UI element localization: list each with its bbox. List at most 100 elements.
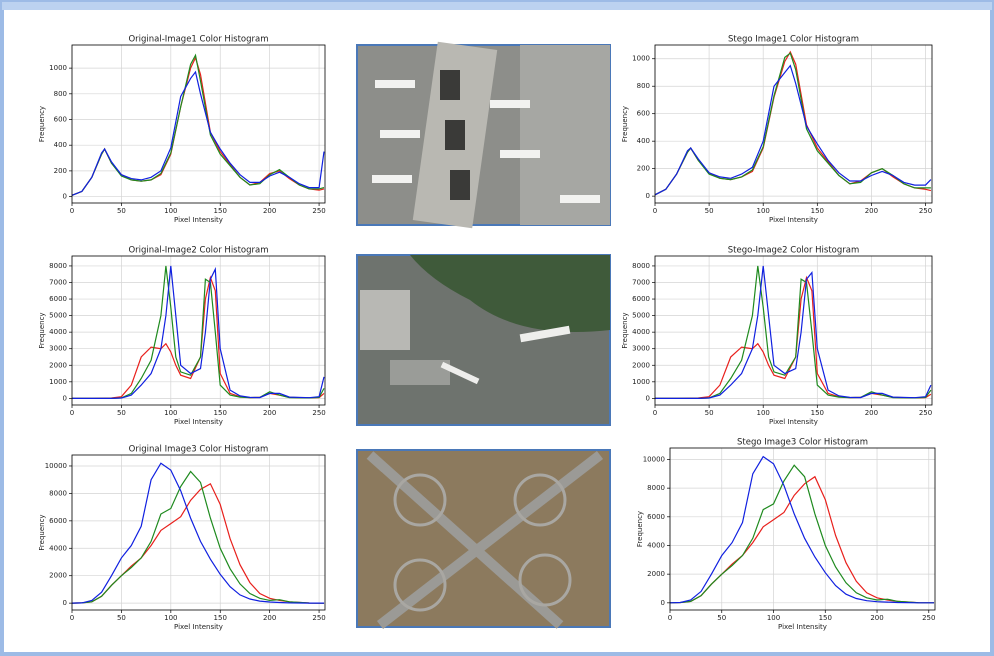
y-tick-label: 10000: [643, 455, 665, 463]
y-tick-label: 800: [54, 90, 67, 98]
y-tick-label: 4000: [49, 544, 67, 552]
y-tick-label: 5000: [49, 312, 67, 320]
x-tick-label: 250: [312, 207, 325, 215]
x-tick-label: 200: [865, 207, 878, 215]
page: {"chart_data": [ {"type": "line", "title…: [0, 0, 994, 656]
x-tick-label: 200: [263, 207, 276, 215]
y-tick-label: 7000: [49, 278, 67, 286]
y-tick-label: 10000: [45, 462, 67, 470]
y-tick-label: 800: [637, 82, 650, 90]
y-tick-label: 1000: [49, 64, 67, 72]
x-tick-label: 50: [717, 614, 726, 622]
x-tick-label: 100: [164, 409, 177, 417]
y-tick-label: 3000: [632, 345, 650, 353]
chart-title: Stego Image3 Color Histogram: [737, 438, 868, 448]
y-axis-label: Frequency: [38, 106, 46, 142]
y-tick-label: 6000: [49, 295, 67, 303]
y-tick-label: 8000: [647, 484, 665, 492]
x-axis-label: Pixel Intensity: [174, 216, 223, 224]
y-axis-label: Frequency: [621, 312, 629, 348]
y-axis-label: Frequency: [621, 106, 629, 142]
x-tick-label: 50: [117, 207, 126, 215]
y-tick-label: 2000: [49, 361, 67, 369]
x-tick-label: 200: [865, 409, 878, 417]
x-tick-label: 250: [312, 614, 325, 622]
x-tick-label: 150: [811, 207, 824, 215]
y-tick-label: 2000: [647, 570, 665, 578]
x-tick-label: 150: [819, 614, 832, 622]
y-tick-label: 8000: [632, 262, 650, 270]
y-tick-label: 600: [637, 110, 650, 118]
x-tick-label: 0: [70, 614, 74, 622]
photo-airfield: [357, 255, 610, 425]
x-tick-label: 200: [870, 614, 883, 622]
x-tick-label: 250: [312, 409, 325, 417]
x-axis-label: Pixel Intensity: [174, 623, 223, 631]
x-tick-label: 200: [263, 409, 276, 417]
y-axis-label: Frequency: [38, 312, 46, 348]
y-tick-label: 0: [646, 394, 650, 402]
y-tick-label: 1000: [632, 378, 650, 386]
chart-title: Original-Image1 Color Histogram: [128, 35, 268, 45]
x-tick-label: 150: [214, 614, 227, 622]
x-tick-label: 100: [757, 207, 770, 215]
chart-title: Stego-Image2 Color Histogram: [728, 246, 860, 256]
y-axis-label: Frequency: [38, 514, 46, 550]
x-tick-label: 100: [767, 614, 780, 622]
photo-interchange: [357, 450, 610, 627]
y-tick-label: 0: [63, 599, 67, 607]
y-tick-label: 6000: [49, 517, 67, 525]
y-tick-label: 2000: [49, 572, 67, 580]
x-tick-label: 0: [70, 207, 74, 215]
y-tick-label: 1000: [632, 55, 650, 63]
x-tick-label: 50: [705, 207, 714, 215]
x-tick-label: 150: [811, 409, 824, 417]
x-tick-label: 50: [705, 409, 714, 417]
chart-title: Stego Image1 Color Histogram: [728, 35, 859, 45]
y-tick-label: 0: [63, 193, 67, 201]
x-tick-label: 150: [214, 207, 227, 215]
x-tick-label: 250: [919, 207, 932, 215]
y-tick-label: 8000: [49, 489, 67, 497]
x-tick-label: 250: [922, 614, 935, 622]
y-tick-label: 4000: [49, 328, 67, 336]
photo-airport: [357, 42, 610, 229]
y-tick-label: 0: [63, 394, 67, 402]
y-tick-label: 600: [54, 116, 67, 124]
y-tick-label: 200: [54, 167, 67, 175]
x-tick-label: 250: [919, 409, 932, 417]
x-tick-label: 100: [164, 614, 177, 622]
x-tick-label: 150: [214, 409, 227, 417]
x-axis-label: Pixel Intensity: [769, 216, 818, 224]
x-tick-label: 200: [263, 614, 276, 622]
x-tick-label: 50: [117, 614, 126, 622]
y-tick-label: 8000: [49, 262, 67, 270]
y-tick-label: 7000: [632, 278, 650, 286]
chart-title: Original Image3 Color Histogram: [129, 445, 269, 455]
y-tick-label: 6000: [632, 295, 650, 303]
y-tick-label: 0: [661, 599, 665, 607]
y-tick-label: 1000: [49, 378, 67, 386]
y-tick-label: 4000: [647, 541, 665, 549]
y-tick-label: 200: [637, 165, 650, 173]
x-tick-label: 50: [117, 409, 126, 417]
y-tick-label: 5000: [632, 312, 650, 320]
y-tick-label: 4000: [632, 328, 650, 336]
x-axis-label: Pixel Intensity: [778, 623, 827, 631]
x-tick-label: 100: [757, 409, 770, 417]
y-axis-label: Frequency: [636, 511, 644, 547]
x-tick-label: 0: [668, 614, 672, 622]
x-axis-label: Pixel Intensity: [769, 418, 818, 426]
y-tick-label: 400: [637, 137, 650, 145]
y-tick-label: 0: [646, 192, 650, 200]
x-tick-label: 0: [653, 409, 657, 417]
x-axis-label: Pixel Intensity: [174, 418, 223, 426]
x-tick-label: 0: [70, 409, 74, 417]
y-tick-label: 2000: [632, 361, 650, 369]
y-tick-label: 400: [54, 141, 67, 149]
x-tick-label: 100: [164, 207, 177, 215]
y-tick-label: 3000: [49, 345, 67, 353]
figure: Original-Image1 Color Histogram 0 50 100 150…: [0, 0, 994, 656]
frame-top: [2, 2, 992, 10]
x-tick-label: 0: [653, 207, 657, 215]
